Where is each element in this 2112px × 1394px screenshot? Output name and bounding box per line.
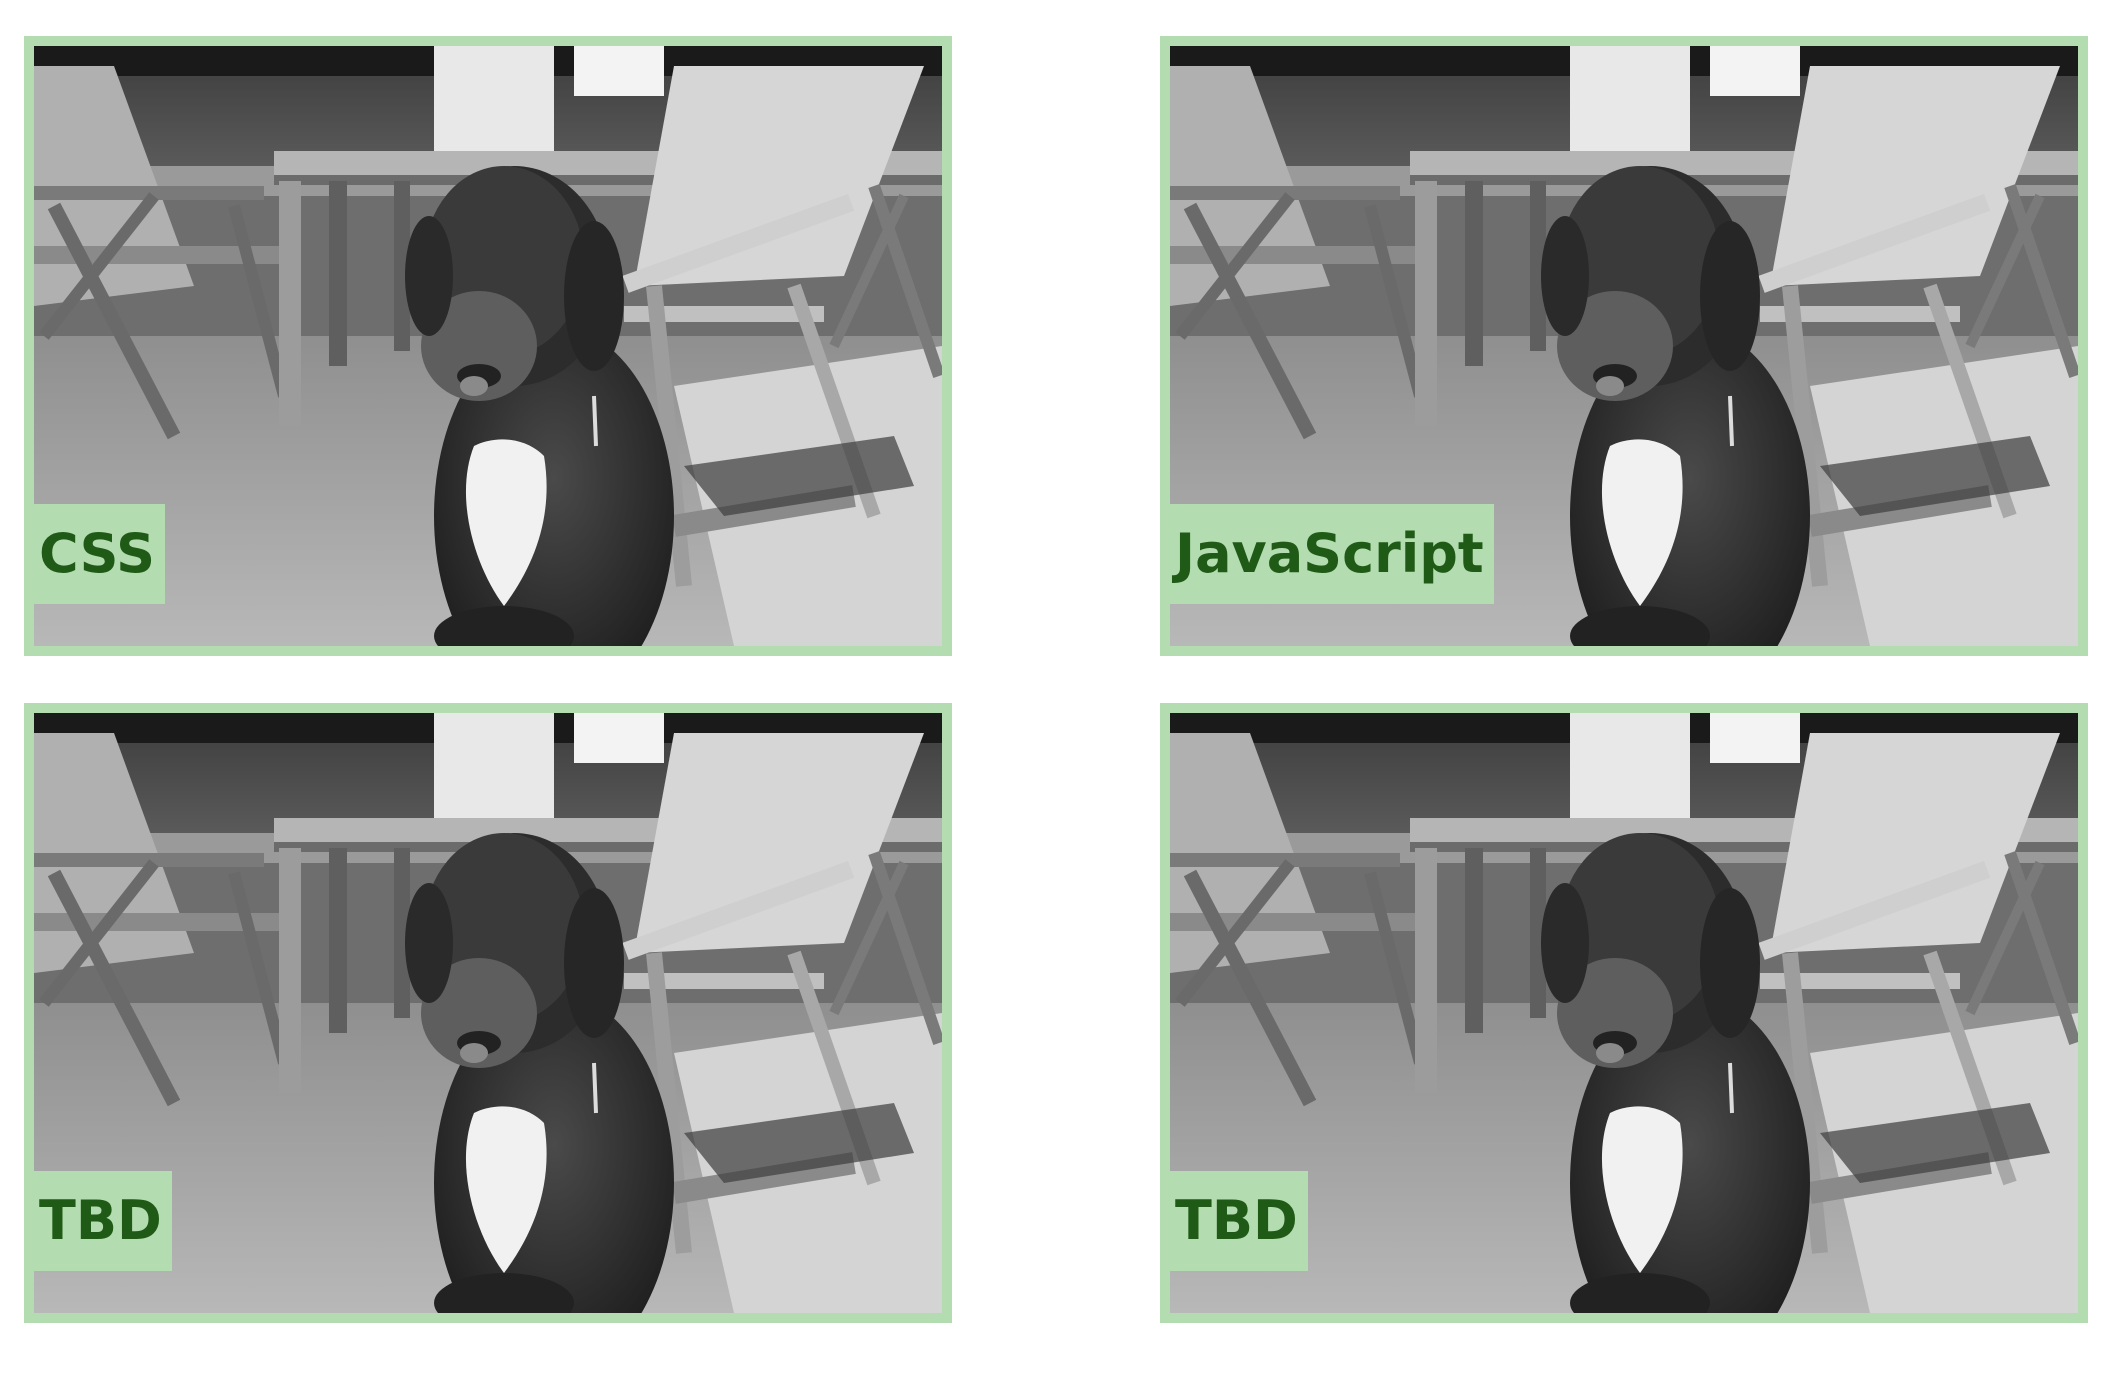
card-tbd-1[interactable]: TBD <box>24 703 952 1323</box>
card-css[interactable]: CSS <box>24 36 952 656</box>
card-label: TBD <box>1170 1171 1308 1271</box>
card-label: TBD <box>34 1171 172 1271</box>
card-label: CSS <box>34 504 165 604</box>
card-javascript[interactable]: JavaScript <box>1160 36 2088 656</box>
card-label: JavaScript <box>1170 504 1494 604</box>
card-tbd-2[interactable]: TBD <box>1160 703 2088 1323</box>
dog-photo-icon <box>34 46 942 646</box>
